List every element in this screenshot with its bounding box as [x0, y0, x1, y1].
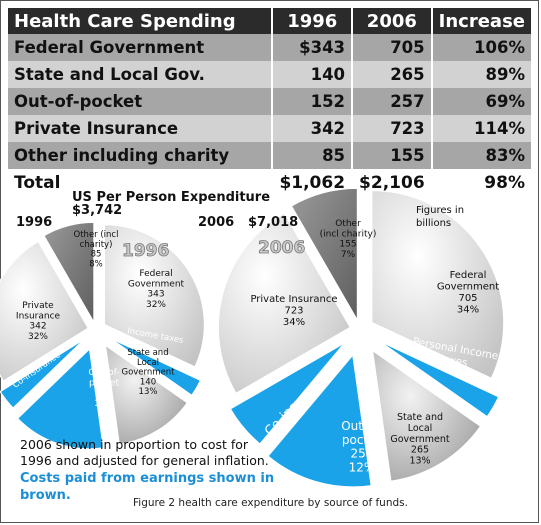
row-increase: 114%: [431, 115, 531, 142]
total-increase: 98%: [431, 169, 531, 196]
slice-label-1996-out-of-pocket: Out-of-pocket 152 15%: [88, 368, 119, 409]
row-increase: 83%: [431, 142, 531, 169]
brown-note-line2: brown.: [20, 488, 71, 503]
row-label: Private Insurance: [8, 115, 274, 142]
inflation-note-line2: 1996 and adjusted for general inflation.: [20, 453, 269, 468]
row-label: Other including charity: [8, 142, 274, 169]
slice-label-1996-state-and-local-government: State and Local Government 140 13%: [121, 348, 175, 397]
watermark-2006: 2006: [258, 238, 305, 258]
table-header-row: Health Care Spending 1996 2006 Increase: [8, 8, 531, 34]
header-2006: 2006: [352, 8, 433, 34]
table-row: Private Insurance 342 723 114%: [8, 115, 531, 142]
row-1996: $343: [272, 34, 354, 61]
row-increase: 89%: [431, 61, 531, 88]
pie-slice-2006-private-insurance: [217, 212, 352, 395]
spending-table: Health Care Spending 1996 2006 Increase …: [8, 8, 531, 196]
row-2006: 265: [352, 61, 433, 88]
slice-label-2006-private-insurance: Private Insurance 723 34%: [250, 294, 337, 328]
total-2006: $2,106: [352, 169, 433, 196]
row-increase: 69%: [431, 88, 531, 115]
total-label: Total: [8, 169, 274, 196]
slice-label-2006-out-of-pocket: Out-of-pocket 257 12%: [341, 419, 383, 474]
header-increase: Increase: [431, 8, 531, 34]
pie-slice-1996-out-of-pocket: [16, 347, 105, 450]
pie-slice-1996-state-and-local-government: [104, 344, 189, 445]
brown-note-line1: Costs paid from earnings shown in: [20, 471, 274, 486]
row-2006: 257: [352, 88, 433, 115]
row-2006: 705: [352, 34, 433, 61]
row-2006: 723: [352, 115, 433, 142]
watermark-1996: 1996: [122, 241, 169, 261]
pie-slice-1996-federal-government: [103, 223, 205, 368]
figure-caption: Figure 2 health care expenditure by sour…: [133, 497, 408, 509]
per-person-1996: $3,742: [72, 203, 122, 218]
pie-slice-2006-co-insurance: [229, 342, 346, 445]
pie-slice-2006-out-of-pocket: [267, 353, 372, 488]
pie-slice-2006-other-incl-charity: [290, 187, 359, 323]
slice-label-2006-federal-government: Federal Government 705 34%: [437, 270, 499, 316]
slice-label-1996-other-incl-charity: Other (incl charity) 85 8%: [74, 230, 119, 269]
pie-slice-2006-state-and-local-government: [371, 349, 482, 482]
table-row: Federal Government $343 705 106%: [8, 34, 531, 61]
units-note: Figures in billions: [416, 205, 467, 229]
pie-slice-1996-income-taxes: [109, 337, 202, 397]
header-1996: 1996: [272, 8, 354, 34]
table-row: Other including charity 85 155 83%: [8, 142, 531, 169]
figure-title: US Per Person Expenditure: [72, 190, 270, 205]
year-2006-label: 2006: [198, 215, 234, 230]
row-1996: 152: [272, 88, 354, 115]
pie-slice-1996-co-insurance: [0, 338, 86, 409]
pie-1996: Federal Government 343 32%Income taxesState…: [0, 221, 205, 450]
row-increase: 106%: [431, 34, 531, 61]
table-row: State and Local Gov. 140 265 89%: [8, 61, 531, 88]
pie-slice-1996-other-incl-charity: [43, 221, 95, 325]
slice-label-2006-state-and-local-government: State and Local Government 265 13%: [390, 412, 450, 467]
row-label: Out-of-pocket: [8, 88, 274, 115]
pie-slice-1996-private-insurance: [0, 240, 90, 382]
row-label: Federal Government: [8, 34, 274, 61]
row-1996: 85: [272, 142, 354, 169]
per-person-2006: $7,018: [248, 215, 298, 230]
pie-2006: Federal Government 705 34%Personal Incometa…: [217, 187, 505, 488]
table-row: Out-of-pocket 152 257 69%: [8, 88, 531, 115]
header-category: Health Care Spending: [8, 8, 274, 34]
year-1996-label: 1996: [16, 215, 52, 230]
row-1996: 342: [272, 115, 354, 142]
pie-slice-2006-federal-government: [371, 189, 505, 380]
row-2006: 155: [352, 142, 433, 169]
pie-slice-2006-personal-income-taxes: [378, 340, 500, 418]
row-1996: 140: [272, 61, 354, 88]
slice-label-2006-other-incl-charity: Other (incl charity) 155 7%: [320, 219, 377, 260]
slice-label-1996-private-insurance: Private Insurance 342 32%: [16, 301, 61, 342]
inflation-note-line1: 2006 shown in proportion to cost for: [20, 437, 249, 452]
row-label: State and Local Gov.: [8, 61, 274, 88]
slice-label-1996-federal-government: Federal Government 343 32%: [128, 269, 185, 310]
